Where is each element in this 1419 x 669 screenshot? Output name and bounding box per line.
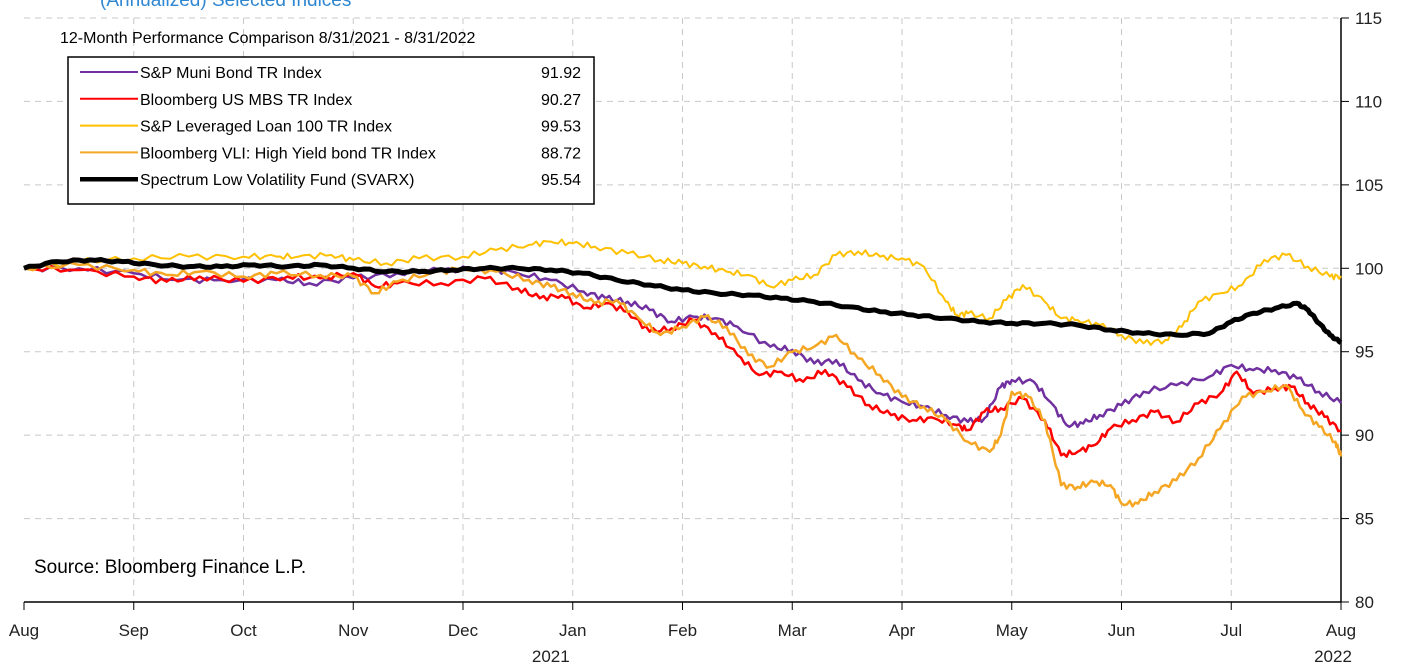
x-tick-label: Feb (668, 621, 697, 640)
source-note: Source: Bloomberg Finance L.P. (34, 557, 306, 578)
y-tick-label: 100 (1355, 259, 1383, 278)
legend-label: Bloomberg US MBS TR Index (140, 92, 352, 109)
x-tick-label: May (996, 621, 1029, 640)
y-tick-label: 95 (1355, 343, 1374, 362)
legend-value: 91.92 (541, 65, 581, 82)
x-year-label: 2021 (532, 647, 570, 666)
series-lines (23, 238, 1343, 508)
chart-title: 12-Month Performance Comparison 8/31/202… (60, 30, 475, 47)
legend-label: Bloomberg VLI: High Yield bond TR Index (140, 145, 436, 162)
x-tick-label: Oct (230, 621, 257, 640)
series-line-1 (23, 264, 1342, 458)
legend-label: Spectrum Low Volatility Fund (SVARX) (140, 172, 414, 189)
x-tick-label: Dec (448, 621, 479, 640)
x-tick-label: Nov (338, 621, 369, 640)
axes: 80 85 90 95 100 105 110 115 Aug Sep Oct Nov Dec Jan Fe… (9, 9, 1384, 666)
legend-value: 90.27 (541, 92, 581, 109)
y-tick-label: 85 (1355, 510, 1374, 529)
x-tick-label: Jan (559, 621, 586, 640)
legend-value: 95.54 (541, 172, 581, 189)
grid (24, 17, 1341, 602)
legend-label: S&P Muni Bond TR Index (140, 65, 322, 82)
x-tick-label: Sep (119, 621, 149, 640)
legend-label: S&P Leveraged Loan 100 TR Index (140, 119, 392, 136)
x-tick-label: Mar (778, 621, 808, 640)
legend-value: 99.53 (541, 119, 581, 136)
y-tick-label: 90 (1355, 426, 1374, 445)
y-tick-label: 110 (1355, 92, 1382, 111)
x-tick-label: Aug (1326, 621, 1356, 640)
x-tick-label: Jun (1108, 621, 1135, 640)
legend-box (67, 56, 595, 205)
y-tick-label: 80 (1355, 593, 1374, 612)
series-line-3 (23, 261, 1343, 508)
x-year-label: 2022 (1314, 647, 1352, 666)
x-tick-label: Apr (889, 621, 916, 640)
y-tick-label: 115 (1355, 9, 1382, 28)
legend: S&P Muni Bond TR Index 91.92 Bloomberg US … (80, 65, 581, 189)
series-line-4 (23, 257, 1343, 345)
x-tick-label: Aug (9, 621, 39, 640)
page-header: (Annualized) Selected Indices (100, 0, 351, 11)
x-tick-label: Jul (1220, 621, 1242, 640)
y-tick-label: 105 (1355, 176, 1383, 195)
legend-value: 88.72 (541, 145, 581, 162)
